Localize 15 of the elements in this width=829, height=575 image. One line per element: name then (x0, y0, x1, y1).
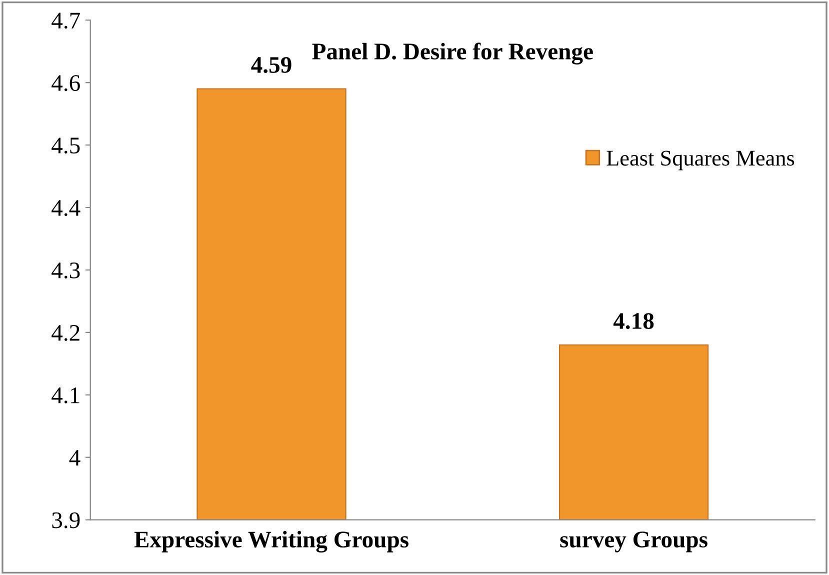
y-tick-label: 4.5 (52, 138, 80, 154)
y-tick-label: 4 (69, 450, 80, 466)
data-label: 4.59 (251, 57, 292, 74)
y-tick-label: 4.4 (52, 200, 80, 216)
y-tick-label: 4.3 (52, 262, 80, 278)
text: Panel D. Desire for Revenge (312, 42, 593, 64)
data-label: 4.18 (613, 313, 654, 330)
x-tick-label: survey Groups (560, 532, 708, 552)
x-tick-label: Expressive Writing Groups (134, 530, 408, 553)
legend-label: Least Squares Means (606, 150, 794, 170)
y-tick-label: 4.6 (52, 75, 80, 92)
y-tick-label: 4.7 (52, 12, 80, 29)
y-tick-label: 3.9 (52, 512, 80, 528)
y-tick-label: 4.2 (52, 324, 80, 341)
y-tick-label: 4.1 (52, 387, 80, 404)
